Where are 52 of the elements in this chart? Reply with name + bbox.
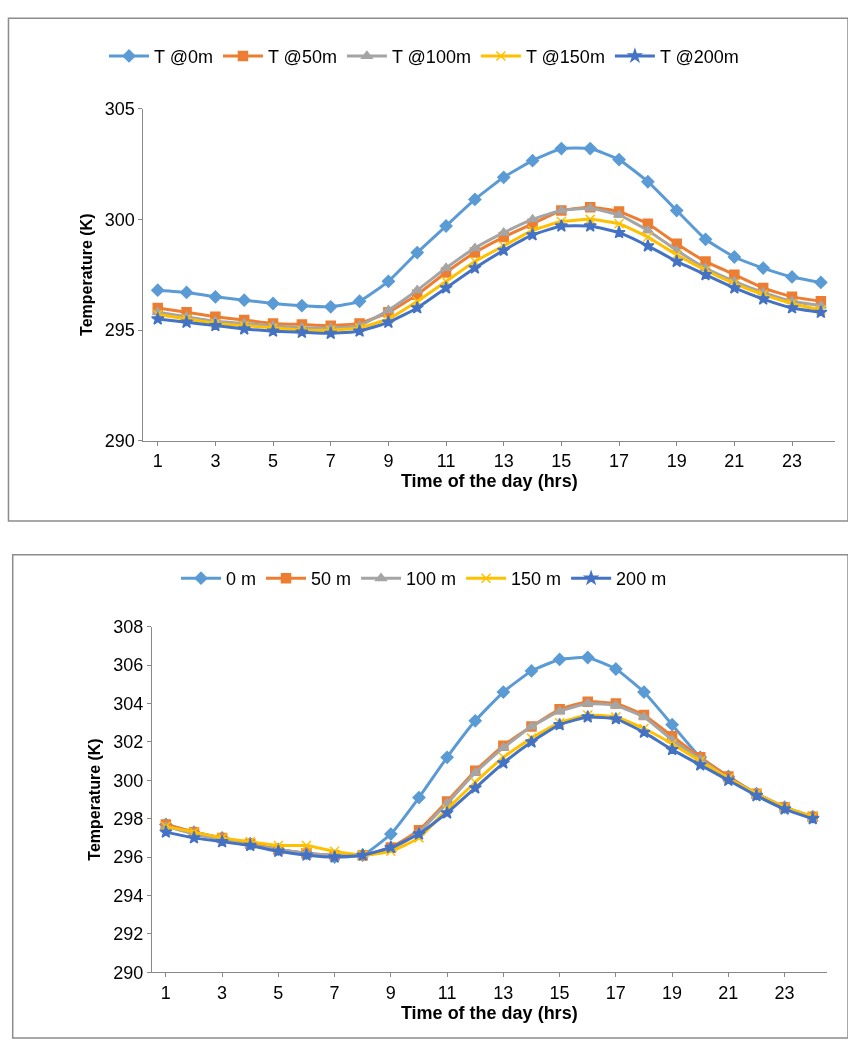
x-tick-label: 13 [493, 982, 514, 1003]
y-tick-label: 290 [113, 962, 144, 983]
x-tick-label: 9 [385, 982, 396, 1003]
x-tick-label: 3 [210, 451, 221, 472]
legend-label: T @200m [659, 46, 739, 67]
x-tick-label: 21 [718, 982, 739, 1003]
y-tick-label: 305 [104, 98, 135, 119]
x-axis-title: Time of the day (hrs) [400, 471, 578, 492]
y-tick-label: 304 [113, 693, 144, 714]
y-tick-label: 290 [104, 431, 135, 452]
x-tick-label: 11 [437, 982, 457, 1003]
legend-label: T @50m [267, 46, 337, 67]
x-tick-label: 11 [436, 451, 456, 472]
y-tick-label: 308 [113, 617, 144, 638]
legend-label: 200 m [616, 569, 667, 590]
x-tick-label: 13 [493, 451, 514, 472]
x-tick-label: 9 [383, 451, 394, 472]
legend-label: 100 m [406, 569, 457, 590]
legend-label: T @0m [154, 46, 213, 67]
legend-label: T @150m [525, 46, 605, 67]
x-tick-label: 15 [549, 982, 570, 1003]
y-tick-label: 300 [113, 770, 144, 791]
y-axis-title: Temperature (K) [77, 213, 95, 336]
x-tick-label: 17 [609, 451, 630, 472]
legend-label: T @100m [391, 46, 471, 67]
legend-label: 150 m [511, 569, 562, 590]
x-tick-label: 3 [217, 982, 228, 1003]
x-tick-label: 7 [329, 982, 340, 1003]
x-tick-label: 5 [273, 982, 284, 1003]
y-tick-label: 298 [113, 808, 144, 829]
y-tick-label: 294 [113, 885, 144, 906]
x-tick-label: 1 [160, 982, 171, 1003]
x-tick-label: 1 [152, 451, 163, 472]
x-tick-label: 15 [551, 451, 572, 472]
y-tick-label: 302 [113, 732, 144, 753]
legend-label: 0 m [226, 569, 257, 590]
y-tick-label: 306 [113, 655, 144, 676]
x-tick-label: 21 [724, 451, 745, 472]
x-tick-label: 17 [605, 982, 626, 1003]
x-tick-label: 19 [662, 982, 683, 1003]
legend-label: 50 m [311, 569, 352, 590]
x-tick-label: 23 [782, 451, 803, 472]
y-tick-label: 300 [104, 209, 135, 230]
x-tick-label: 19 [666, 451, 687, 472]
x-tick-label: 23 [774, 982, 795, 1003]
y-axis-title: Temperature (K) [86, 738, 104, 861]
y-tick-label: 296 [113, 847, 144, 868]
x-axis-title: Time of the day (hrs) [400, 1002, 578, 1023]
y-tick-label: 295 [104, 320, 135, 341]
x-tick-label: 7 [325, 451, 336, 472]
x-tick-label: 5 [268, 451, 279, 472]
y-tick-label: 292 [113, 924, 144, 945]
